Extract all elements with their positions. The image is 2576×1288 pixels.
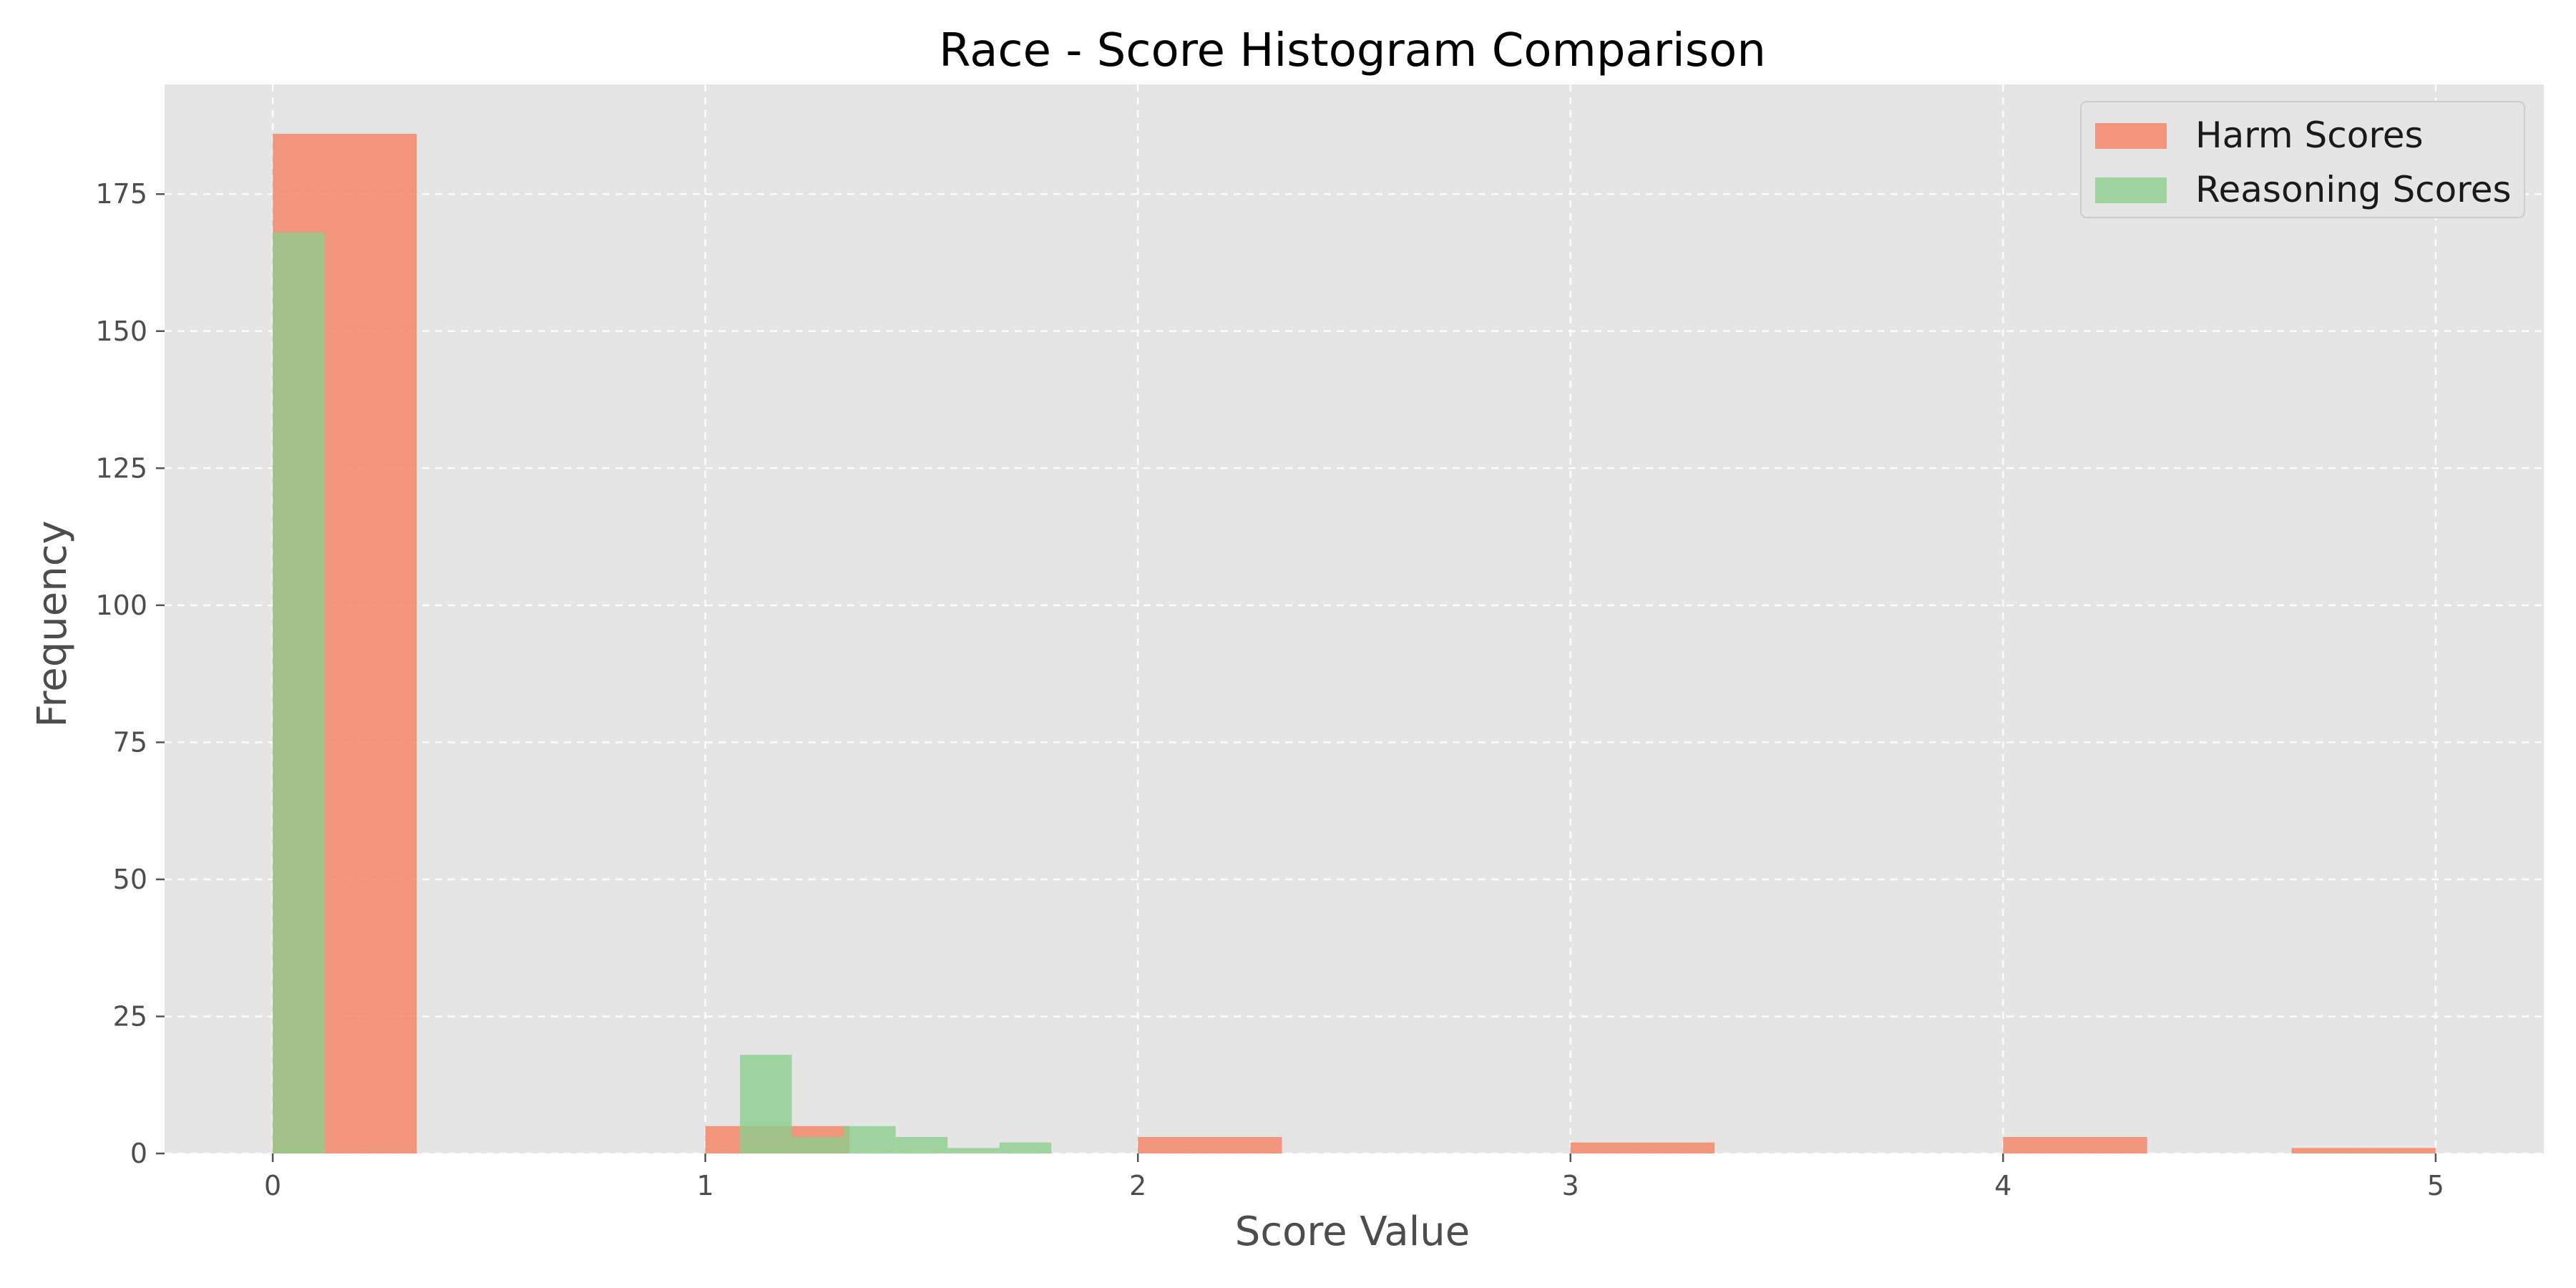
legend-label: Reasoning Scores (2195, 169, 2512, 210)
chart-title: Race - Score Histogram Comparison (939, 24, 1766, 77)
histogram-bars (273, 133, 2436, 1153)
x-tick-label: 3 (1562, 1170, 1579, 1201)
y-tick-label: 100 (95, 590, 147, 621)
histogram-bar (844, 1126, 896, 1153)
y-tick-label: 175 (95, 178, 147, 210)
x-tick-label: 2 (1129, 1170, 1146, 1201)
legend-label: Harm Scores (2195, 114, 2424, 156)
y-tick-label: 0 (130, 1138, 147, 1169)
gridlines (165, 84, 2544, 1155)
histogram-bar (791, 1137, 844, 1153)
x-tick-label: 1 (697, 1170, 714, 1201)
histogram-bar (2003, 1137, 2147, 1153)
series-reasoning-scores (273, 232, 1052, 1153)
legend-box (2080, 101, 2525, 218)
x-tick-label: 5 (2427, 1170, 2444, 1201)
y-tick-label: 25 (113, 1000, 147, 1032)
histogram-bar (895, 1137, 948, 1153)
y-tick-label: 50 (113, 864, 147, 895)
histogram-bar (1138, 1137, 1282, 1153)
histogram-bar (947, 1148, 1000, 1153)
histogram-bar (2291, 1148, 2436, 1153)
y-tick-label: 150 (95, 316, 147, 347)
histogram-bar (740, 1055, 792, 1153)
y-tick-label: 125 (95, 452, 147, 484)
legend-swatch (2095, 177, 2167, 203)
legend: Harm Scores Reasoning Scores (2080, 101, 2525, 218)
legend-swatch (2095, 123, 2167, 149)
y-tick-label: 75 (113, 726, 147, 758)
x-axis-label: Score Value (1235, 1209, 1470, 1255)
histogram-bar (273, 232, 325, 1153)
histogram-bar (1570, 1142, 1715, 1153)
x-tick-label: 4 (1994, 1170, 2011, 1201)
plot-area (165, 84, 2544, 1153)
histogram-bar (999, 1142, 1052, 1153)
x-tick-label: 0 (264, 1170, 281, 1201)
y-axis-label: Frequency (29, 520, 76, 727)
